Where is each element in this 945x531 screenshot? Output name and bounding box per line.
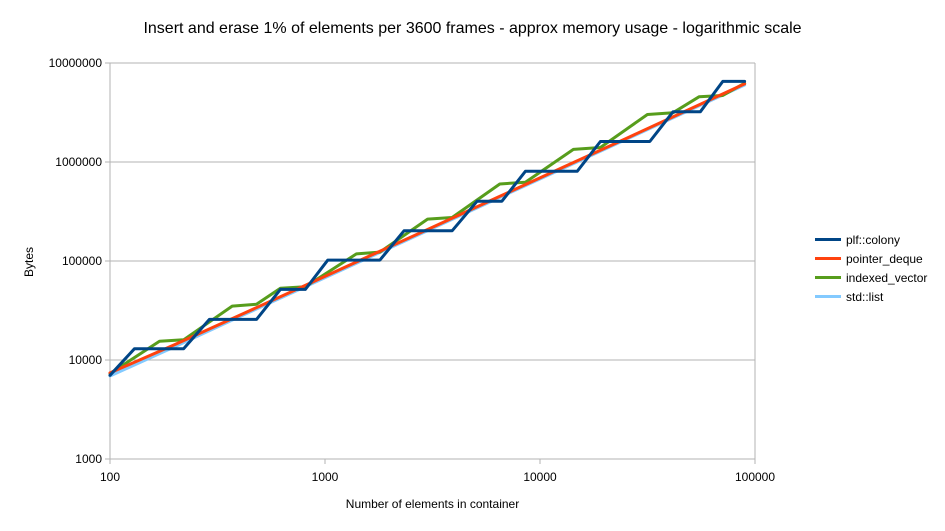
series-line-plf-colony — [108, 79, 747, 377]
chart-title: Insert and erase 1% of elements per 3600… — [143, 20, 802, 37]
y-tick-label: 1000 — [75, 452, 102, 466]
y-tick-label: 10000 — [69, 353, 103, 367]
legend-item: pointer_deque — [815, 249, 927, 268]
y-tick-label: 100000 — [62, 254, 102, 268]
legend-item: indexed_vector — [815, 268, 927, 287]
x-tick-label: 100000 — [735, 470, 775, 484]
x-axis-title: Number of elements in container — [345, 497, 520, 511]
y-tick-label: 10000000 — [49, 56, 103, 70]
legend-label: std::list — [846, 289, 884, 304]
x-tick-label: 100 — [100, 470, 120, 484]
legend-label: plf::colony — [846, 232, 901, 247]
legend-swatch — [815, 257, 841, 260]
legend-swatch — [815, 238, 841, 241]
legend-label: indexed_vector — [846, 270, 928, 285]
legend-item: std::list — [815, 287, 927, 306]
series-line-pointer-deque — [108, 82, 747, 375]
x-tick-label: 10000 — [523, 470, 557, 484]
legend-label: pointer_deque — [846, 251, 923, 266]
legend-swatch — [815, 295, 841, 298]
series-line-indexed-vector — [108, 81, 747, 375]
x-tick-label: 1000 — [312, 470, 339, 484]
y-tick-label: 1000000 — [55, 155, 102, 169]
legend-swatch — [815, 276, 841, 279]
legend-item: plf::colony — [815, 230, 927, 249]
